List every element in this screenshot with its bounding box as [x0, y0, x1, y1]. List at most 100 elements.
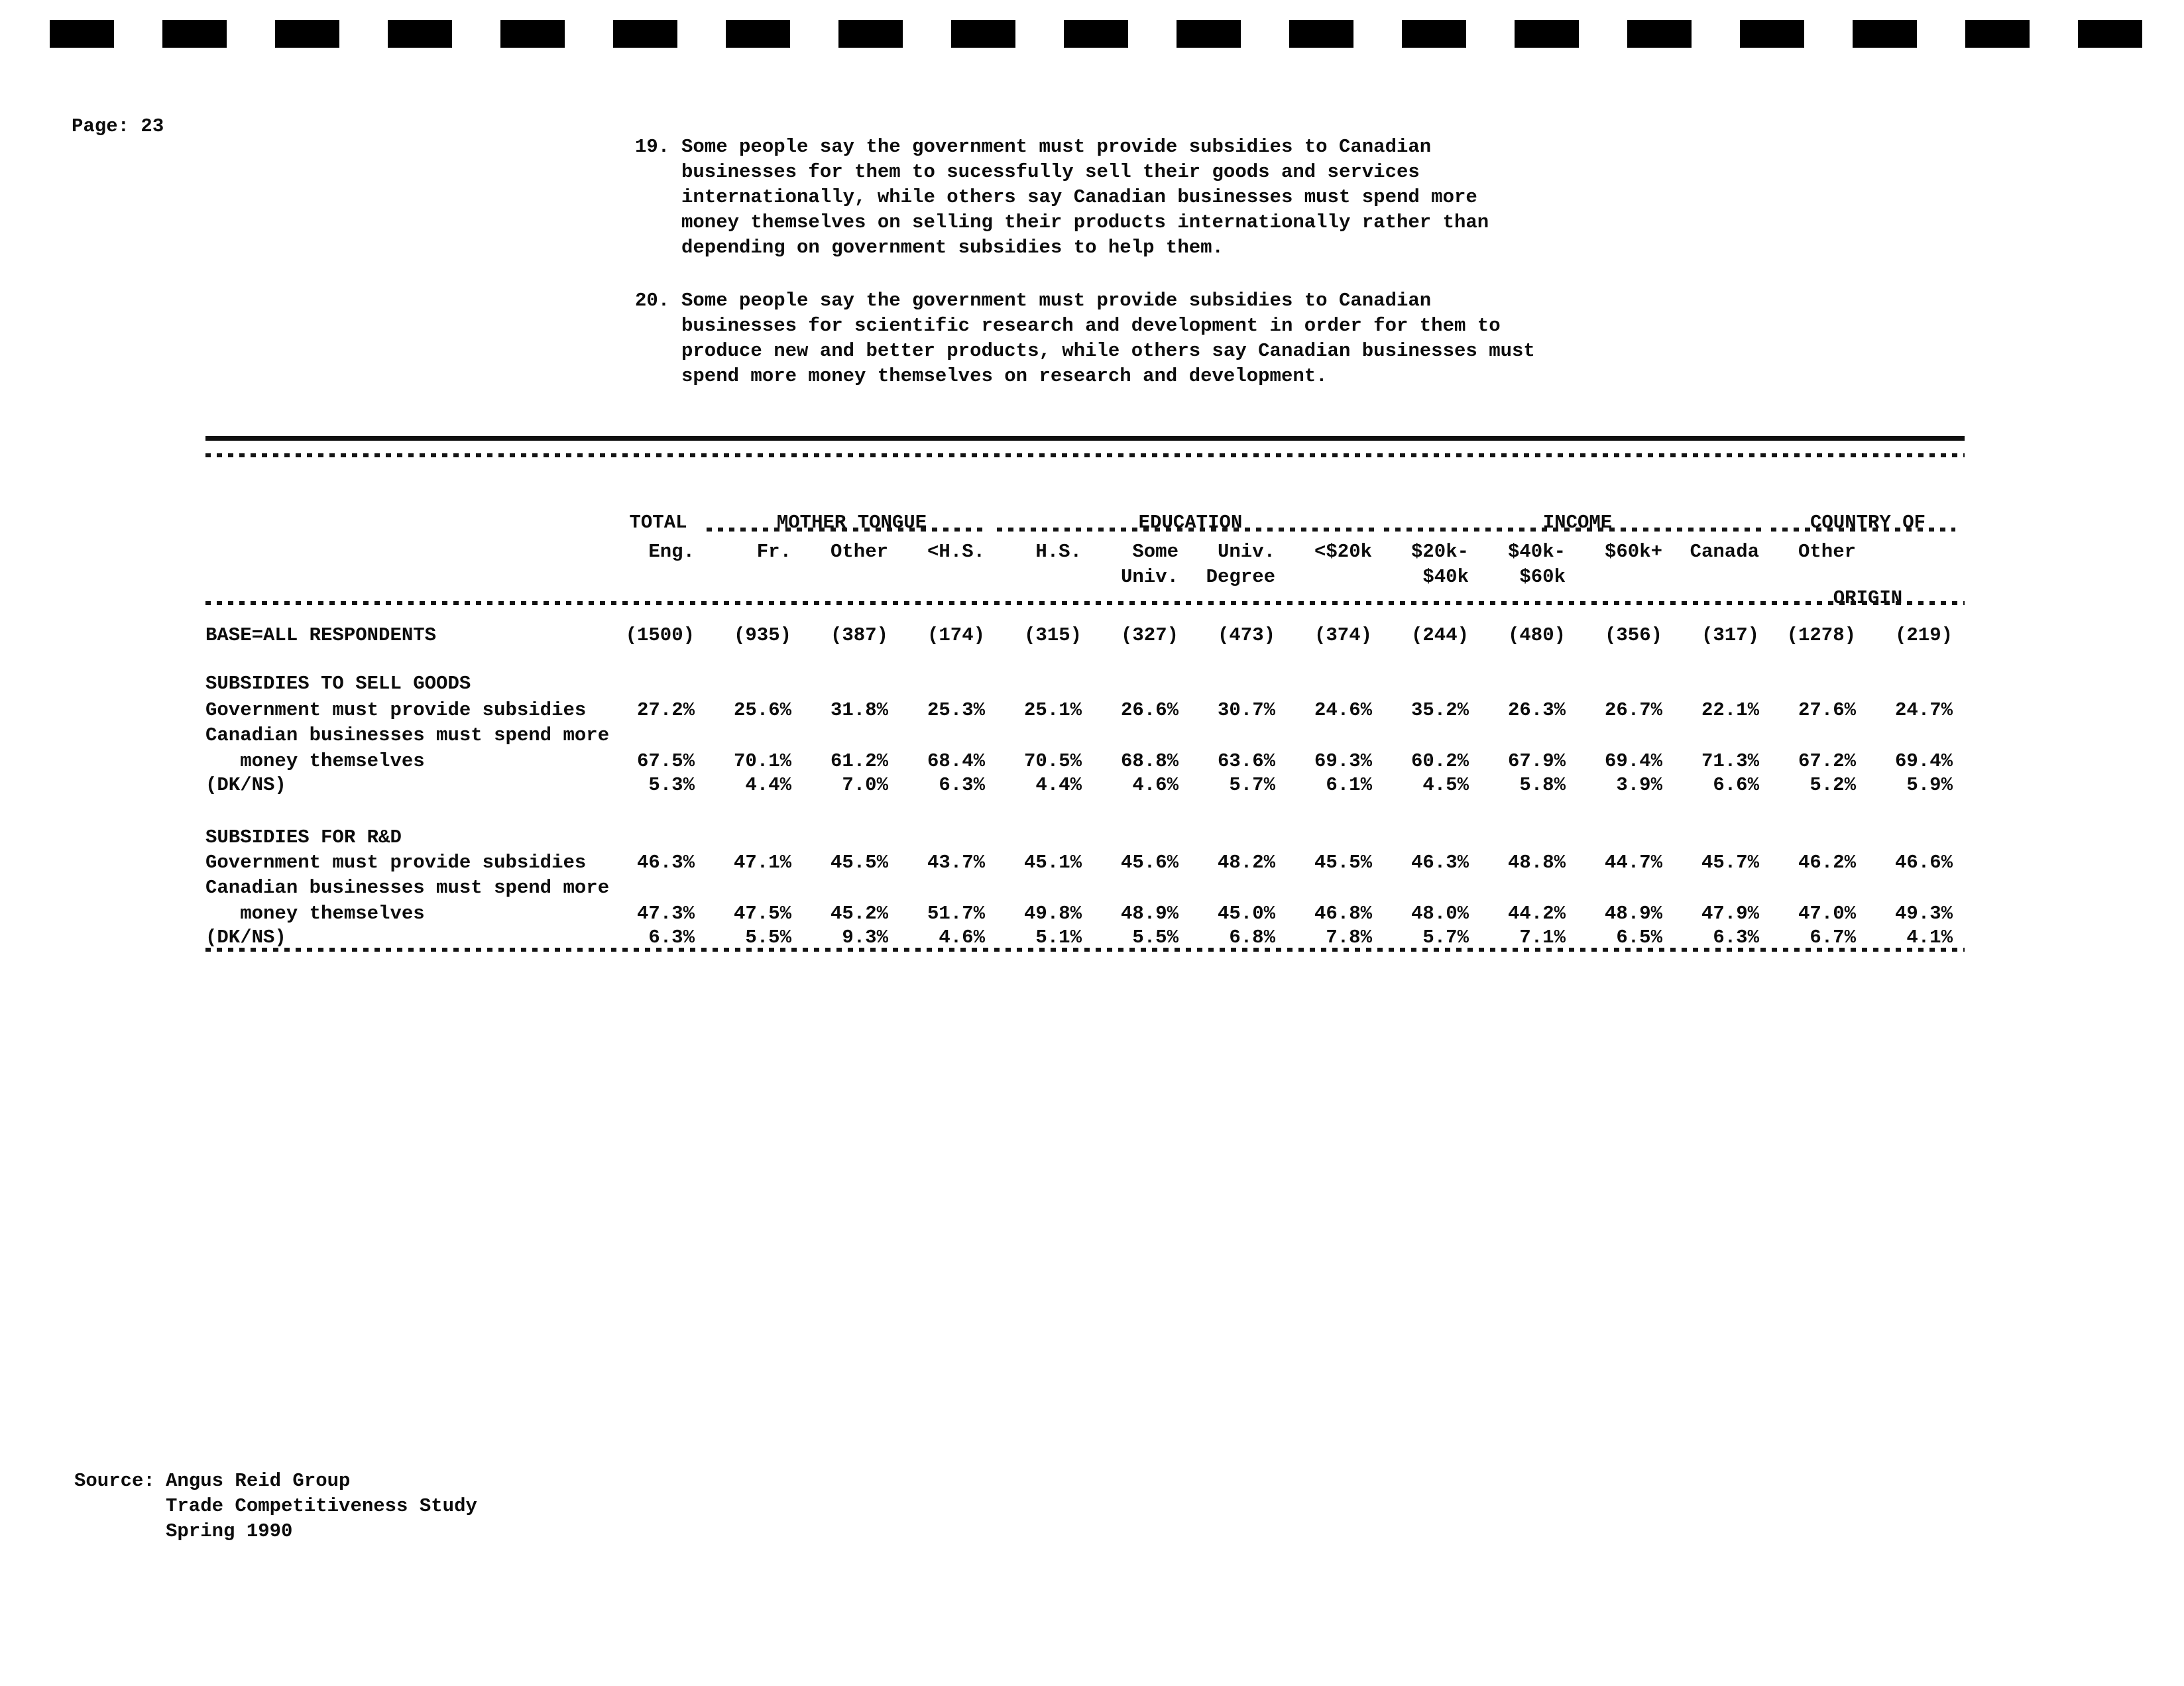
- table-top-rule: [205, 436, 1965, 441]
- column-subheader: $60k+: [1578, 539, 1674, 590]
- table-cell: 47.9%: [1701, 903, 1759, 925]
- table-cell: 4.1%: [1906, 927, 1953, 948]
- question-19-number: 19.: [635, 136, 670, 158]
- table-cell: 6.7%: [1810, 927, 1856, 948]
- section-title-label: SUBSIDIES FOR R&D: [205, 826, 402, 848]
- column-subheader: Fr.: [707, 539, 803, 590]
- table-cell: (317): [1701, 624, 1759, 646]
- group-header-total-line1: TOTAL: [629, 512, 687, 534]
- table-cell: 45.5%: [830, 852, 888, 873]
- group-header-income-line1: INCOME: [1542, 512, 1613, 534]
- section-title-label: SUBSIDIES TO SELL GOODS: [205, 673, 471, 695]
- table-cell: (935): [733, 624, 791, 646]
- table-cell: 4.4%: [1035, 774, 1082, 796]
- table-cell: 48.8%: [1507, 852, 1566, 873]
- column-subheader: $40k- $60k: [1481, 539, 1578, 590]
- table-cell: (219): [1894, 624, 1953, 646]
- table-cell: (244): [1410, 624, 1469, 646]
- column-subheader-line1: Some: [1132, 541, 1178, 563]
- table-cell: 5.1%: [1035, 927, 1082, 948]
- column-subheader: Other: [1771, 539, 1868, 590]
- column-subheader-line1: Other: [1798, 541, 1856, 563]
- row-label: Government must provide subsidies: [205, 699, 587, 721]
- table-cell: 44.2%: [1507, 903, 1566, 925]
- table-cell: (1278): [1786, 624, 1856, 646]
- column-subheader: Univ. Degree: [1190, 539, 1287, 590]
- table-cell: 9.3%: [842, 927, 888, 948]
- table-cell: 5.5%: [745, 927, 791, 948]
- column-subheader-line1: <H.S.: [927, 541, 985, 563]
- table-cell: [1771, 875, 1868, 901]
- group-header-total: TOTAL: [610, 460, 707, 661]
- table-cell: 48.2%: [1217, 852, 1275, 873]
- table-cell: [707, 875, 803, 901]
- table-cell: [900, 723, 997, 748]
- table-cell: 45.7%: [1701, 852, 1759, 873]
- table-cell: (174): [927, 624, 985, 646]
- column-subheader-line2: Univ.: [1120, 566, 1178, 588]
- table-cell: 46.3%: [636, 852, 695, 873]
- row-label: money themselves: [205, 903, 425, 925]
- table-cell: 5.8%: [1519, 774, 1566, 796]
- table-cell: 46.6%: [1894, 852, 1953, 873]
- table-cell: 35.2%: [1410, 699, 1469, 721]
- table-cell: 47.5%: [733, 903, 791, 925]
- table-cell: 63.6%: [1217, 750, 1275, 772]
- table-cell: 6.5%: [1616, 927, 1662, 948]
- table-cell: 47.0%: [1798, 903, 1856, 925]
- table-cell: [610, 875, 707, 901]
- table-cell: (1500): [625, 624, 695, 646]
- row-label: (DK/NS): [205, 927, 286, 948]
- table-cell: [1674, 723, 1771, 748]
- table-dotted-line-under-headers: [205, 601, 1965, 605]
- table-cell: 70.1%: [733, 750, 791, 772]
- table-cell: 6.8%: [1229, 927, 1275, 948]
- education-underline: [997, 528, 1375, 532]
- table-cell: 68.8%: [1120, 750, 1178, 772]
- table-cell: 71.3%: [1701, 750, 1759, 772]
- table-cell: 45.1%: [1023, 852, 1082, 873]
- table-cell: [1771, 723, 1868, 748]
- row-label: Canadian businesses must spend more: [205, 724, 610, 746]
- table-dotted-line-bottom: [205, 948, 1965, 952]
- table-cell: [707, 723, 803, 748]
- column-subheader: <$20k: [1287, 539, 1384, 590]
- table-cell: 3.9%: [1616, 774, 1662, 796]
- question-19: 19. Some people say the government must …: [635, 135, 1489, 260]
- table-cell: [1094, 723, 1190, 748]
- table-cell: 69.4%: [1894, 750, 1953, 772]
- column-subheader: Other: [803, 539, 900, 590]
- table-cell: [1384, 723, 1481, 748]
- question-19-text: Some people say the government must prov…: [681, 136, 1489, 258]
- column-subheader: <H.S.: [900, 539, 997, 590]
- column-subheader-line2: $60k: [1519, 566, 1566, 588]
- section-title-sell-goods: SUBSIDIES TO SELL GOODS: [205, 671, 1965, 697]
- table-cell: (387): [830, 624, 888, 646]
- table-cell: 30.7%: [1217, 699, 1275, 721]
- table-dotted-line-top: [205, 453, 1965, 457]
- source-label: Source:: [74, 1470, 155, 1492]
- column-subheader-line1: $60k+: [1604, 541, 1662, 563]
- table-cell: [900, 875, 997, 901]
- column-subheader-line1: $40k-: [1507, 541, 1566, 563]
- table-cell: 5.9%: [1906, 774, 1953, 796]
- table-cell: [997, 875, 1094, 901]
- table-cell: [1287, 875, 1384, 901]
- table-cell: 67.9%: [1507, 750, 1566, 772]
- table-row: Government must provide subsidies 46.3% 4…: [205, 850, 1965, 875]
- table-cell: (473): [1217, 624, 1275, 646]
- table-cell: [1190, 723, 1287, 748]
- column-subheader: Some Univ.: [1094, 539, 1190, 590]
- table-cell: [1868, 723, 1965, 748]
- column-subheader-line1: Canada: [1690, 541, 1759, 563]
- table-cell: 69.4%: [1604, 750, 1662, 772]
- table-cell: 6.3%: [1713, 927, 1759, 948]
- table-cell: [1674, 875, 1771, 901]
- perforation-strip: [50, 20, 2184, 48]
- table-cell: 4.6%: [939, 927, 985, 948]
- table-cell: [1384, 875, 1481, 901]
- table-cell: 22.1%: [1701, 699, 1759, 721]
- table-cell: 46.3%: [1410, 852, 1469, 873]
- table-cell: [1868, 875, 1965, 901]
- table-cell: [1578, 723, 1674, 748]
